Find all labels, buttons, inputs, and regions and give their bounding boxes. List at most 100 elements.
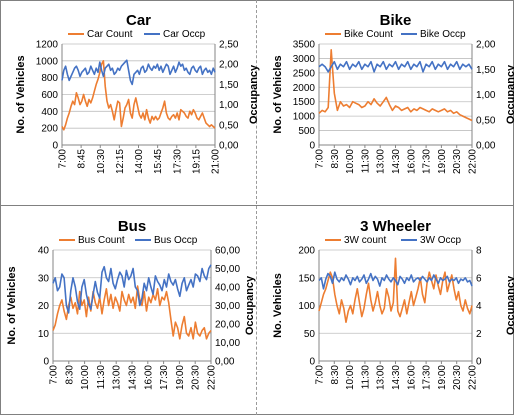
y-tick-label: 800: [41, 73, 58, 84]
x-tick-label: 16:00: [406, 365, 417, 390]
x-tick-label: 19:15: [191, 149, 202, 174]
series-line-car-occp: [61, 59, 216, 86]
x-tick-label: 17:30: [172, 149, 183, 174]
y2-tick-label: 1,50: [476, 65, 496, 76]
chart-title: Bus: [118, 218, 146, 235]
x-tick-label: 20:30: [191, 365, 202, 390]
x-tick-label: 13:00: [376, 149, 387, 174]
x-tick-label: 7:00: [58, 149, 69, 169]
x-tick-label: 22:00: [468, 149, 479, 174]
y-tick-label: 0: [52, 141, 58, 152]
panel-divider-horizontal: [0, 205, 514, 206]
y2-tick-label: 40,00: [215, 283, 240, 294]
x-tick-label: 8:30: [64, 365, 75, 385]
chart-title: 3 Wheeler: [360, 218, 431, 235]
x-tick-label: 14:30: [391, 365, 402, 390]
y2-tick-label: 4: [476, 301, 482, 312]
series-line-3w-occp: [318, 271, 473, 290]
x-tick-label: 22:00: [468, 365, 479, 390]
x-tick-label: 17:30: [422, 149, 433, 174]
y-tick-label: 1000: [36, 56, 59, 67]
x-tick-label: 15:45: [153, 149, 164, 174]
y-axis-title: No. of Vehicles: [6, 266, 18, 344]
y-tick-label: 40: [38, 246, 50, 257]
x-tick-label: 14:00: [134, 149, 145, 174]
series-line-bus-count: [52, 285, 212, 340]
y2-tick-label: 0,00: [219, 141, 239, 152]
x-tick-label: 13:00: [376, 365, 387, 390]
chart-title: Car: [126, 12, 151, 29]
x-tick-label: 8:30: [330, 365, 341, 385]
x-tick-label: 19:00: [437, 365, 448, 390]
y-tick-label: 200: [298, 246, 315, 257]
y2-tick-label: 1,00: [219, 100, 239, 111]
x-tick-label: 22:00: [207, 365, 218, 390]
y2-tick-label: 6: [476, 273, 482, 284]
y-axis-title: No. of Vehicles: [15, 55, 27, 133]
y2-tick-label: 2: [476, 329, 482, 340]
y-tick-label: 30: [38, 273, 50, 284]
x-tick-label: 16:00: [406, 149, 417, 174]
y-tick-label: 1000: [293, 112, 316, 123]
x-tick-label: 8:30: [330, 149, 341, 169]
y-tick-label: 1500: [293, 97, 316, 108]
y-tick-label: 600: [41, 90, 58, 101]
y-tick-label: 100: [298, 301, 315, 312]
y-tick-label: 3000: [293, 54, 316, 65]
y2-tick-label: 60,00: [215, 246, 240, 257]
y-tick-label: 200: [41, 124, 58, 135]
series-line-bike-occp: [318, 60, 473, 73]
x-tick-label: 17:30: [422, 365, 433, 390]
panel-divider-vertical: [256, 0, 257, 415]
x-tick-label: 10:00: [345, 149, 356, 174]
y-tick-label: 400: [41, 107, 58, 118]
y-tick-label: 150: [298, 273, 315, 284]
series-line-bus-occp: [52, 264, 212, 314]
legend-entry: Bus Occp: [154, 235, 198, 246]
chart-title: Bike: [380, 12, 412, 29]
x-tick-label: 13:00: [112, 365, 123, 390]
y-tick-label: 0: [309, 141, 315, 152]
x-tick-label: 17:30: [159, 365, 170, 390]
x-tick-label: 20:30: [452, 149, 463, 174]
x-tick-label: 7:00: [315, 149, 326, 169]
x-tick-label: 21:00: [211, 149, 222, 174]
y-tick-label: 2500: [293, 68, 316, 79]
y2-tick-label: 2,00: [219, 60, 239, 71]
y2-tick-label: 1,50: [219, 80, 239, 91]
legend-entry: 3W Occp: [420, 235, 462, 246]
x-tick-label: 12:15: [115, 149, 126, 174]
y-tick-label: 50: [304, 329, 316, 340]
x-tick-label: 20:30: [452, 365, 463, 390]
y-tick-label: 0: [43, 357, 49, 368]
x-tick-label: 7:00: [315, 365, 326, 385]
y2-tick-label: 0,00: [215, 357, 235, 368]
y2-tick-label: 0,50: [219, 120, 239, 131]
y-tick-label: 0: [309, 357, 315, 368]
legend-entry: Bike Count: [344, 29, 393, 40]
y2-tick-label: 0,50: [476, 115, 496, 126]
y-tick-label: 2000: [293, 83, 316, 94]
x-tick-label: 10:30: [96, 149, 107, 174]
legend-entry: 3W count: [344, 235, 386, 246]
y2-tick-label: 10,00: [215, 338, 240, 349]
x-tick-label: 14:30: [391, 149, 402, 174]
y2-axis-title: Occupancy: [244, 275, 256, 335]
x-tick-label: 11:30: [360, 365, 371, 390]
x-tick-label: 10:00: [345, 365, 356, 390]
y2-tick-label: 2,00: [476, 40, 496, 51]
y2-tick-label: 2,50: [219, 40, 239, 51]
x-tick-label: 7:00: [49, 365, 60, 385]
legend-entry: Bus Count: [78, 235, 125, 246]
y-axis-title: No. of Vehicles: [272, 55, 284, 133]
legend-entry: Bike Occp: [420, 29, 466, 40]
x-tick-label: 10:00: [80, 365, 91, 390]
x-tick-label: 11:30: [360, 149, 371, 174]
series-line-3w-count: [318, 257, 473, 323]
x-tick-label: 16:00: [143, 365, 154, 390]
x-tick-label: 11:30: [96, 365, 107, 390]
y-tick-label: 3500: [293, 40, 316, 51]
